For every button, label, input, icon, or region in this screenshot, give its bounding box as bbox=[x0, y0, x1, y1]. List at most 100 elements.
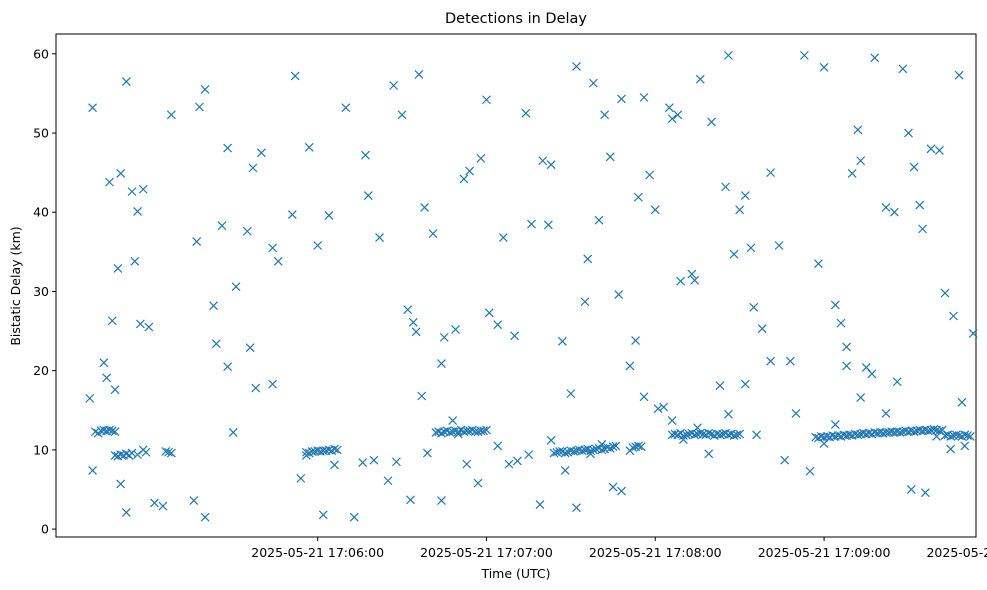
data-point bbox=[920, 488, 930, 498]
data-point bbox=[853, 125, 863, 135]
data-point bbox=[448, 416, 458, 425]
data-point bbox=[121, 77, 131, 86]
data-point bbox=[200, 512, 210, 522]
data-point bbox=[560, 466, 570, 475]
data-point bbox=[847, 168, 857, 178]
data-point bbox=[411, 327, 421, 337]
data-point bbox=[625, 361, 635, 371]
data-point bbox=[465, 166, 475, 176]
data-point bbox=[422, 448, 432, 458]
data-point bbox=[968, 328, 978, 338]
data-point bbox=[960, 430, 970, 440]
data-point bbox=[546, 435, 556, 445]
data-point bbox=[785, 356, 795, 366]
data-point bbox=[926, 144, 936, 154]
data-point bbox=[676, 276, 686, 286]
data-point bbox=[960, 441, 970, 451]
data-point bbox=[965, 431, 975, 441]
data-point bbox=[304, 142, 314, 152]
data-point bbox=[369, 455, 379, 465]
data-point bbox=[479, 426, 489, 436]
data-point bbox=[608, 482, 618, 492]
data-point bbox=[330, 460, 339, 470]
data-point bbox=[397, 110, 407, 120]
data-point bbox=[715, 430, 725, 440]
data-point bbox=[493, 320, 503, 330]
y-axis-ticks: 0 10 20 30 40 50 60 bbox=[33, 46, 56, 537]
data-point bbox=[389, 81, 399, 90]
data-point bbox=[830, 420, 840, 429]
data-point bbox=[166, 110, 176, 120]
data-point bbox=[791, 409, 801, 418]
data-point bbox=[842, 361, 852, 371]
data-point bbox=[127, 187, 137, 197]
data-point bbox=[704, 449, 714, 459]
data-point bbox=[695, 428, 705, 438]
data-point bbox=[361, 150, 370, 160]
data-point bbox=[439, 332, 449, 342]
data-point bbox=[105, 425, 114, 435]
data-point bbox=[318, 510, 328, 520]
data-point bbox=[929, 424, 939, 434]
data-point bbox=[766, 356, 776, 366]
data-point bbox=[819, 62, 829, 72]
data-point bbox=[113, 264, 123, 273]
data-point bbox=[88, 466, 97, 475]
data-point bbox=[223, 143, 233, 153]
data-point bbox=[130, 256, 140, 266]
data-point bbox=[690, 430, 700, 440]
data-point bbox=[566, 389, 576, 399]
data-point bbox=[639, 92, 649, 102]
data-point bbox=[636, 442, 646, 452]
data-point bbox=[918, 224, 927, 234]
data-point bbox=[161, 447, 171, 456]
data-point bbox=[881, 409, 891, 418]
data-point bbox=[617, 486, 626, 496]
data-point bbox=[830, 300, 840, 310]
y-tick-label: 60 bbox=[33, 46, 49, 61]
data-point bbox=[417, 391, 427, 401]
data-point bbox=[687, 269, 697, 279]
data-point bbox=[597, 439, 607, 449]
data-point bbox=[659, 402, 669, 412]
data-point bbox=[476, 153, 486, 163]
data-point bbox=[586, 449, 595, 459]
data-point bbox=[799, 50, 809, 60]
data-point bbox=[723, 409, 733, 419]
data-point bbox=[957, 397, 967, 407]
data-point bbox=[588, 445, 598, 455]
data-point bbox=[735, 205, 745, 215]
data-point bbox=[473, 478, 483, 488]
data-point bbox=[836, 318, 846, 328]
data-point bbox=[268, 379, 278, 389]
data-point bbox=[569, 447, 579, 456]
data-point bbox=[482, 425, 491, 435]
plot-area bbox=[55, 33, 977, 538]
data-point bbox=[195, 102, 204, 112]
data-point bbox=[594, 215, 604, 225]
data-point bbox=[521, 108, 531, 118]
data-point bbox=[158, 501, 168, 511]
data-point bbox=[605, 443, 615, 453]
data-point bbox=[892, 377, 902, 387]
data-point bbox=[667, 416, 677, 425]
data-point bbox=[935, 146, 944, 155]
y-tick-label: 0 bbox=[41, 522, 49, 537]
data-point bbox=[493, 441, 503, 451]
data-point bbox=[549, 448, 559, 458]
data-point bbox=[923, 426, 933, 436]
x-tick-label: 2025-05-21 17:06:00 bbox=[251, 545, 384, 560]
data-point bbox=[915, 200, 925, 210]
data-point bbox=[740, 191, 750, 201]
data-point bbox=[107, 316, 117, 326]
data-point bbox=[740, 379, 750, 389]
data-point bbox=[88, 103, 97, 113]
x-tick-label: 2025-05-21 17:08:00 bbox=[589, 545, 722, 560]
data-point bbox=[287, 210, 297, 220]
data-point bbox=[538, 156, 548, 166]
data-point bbox=[633, 441, 643, 451]
data-point bbox=[406, 495, 415, 505]
data-point bbox=[631, 336, 640, 345]
data-point bbox=[586, 446, 595, 456]
data-point bbox=[217, 221, 227, 231]
